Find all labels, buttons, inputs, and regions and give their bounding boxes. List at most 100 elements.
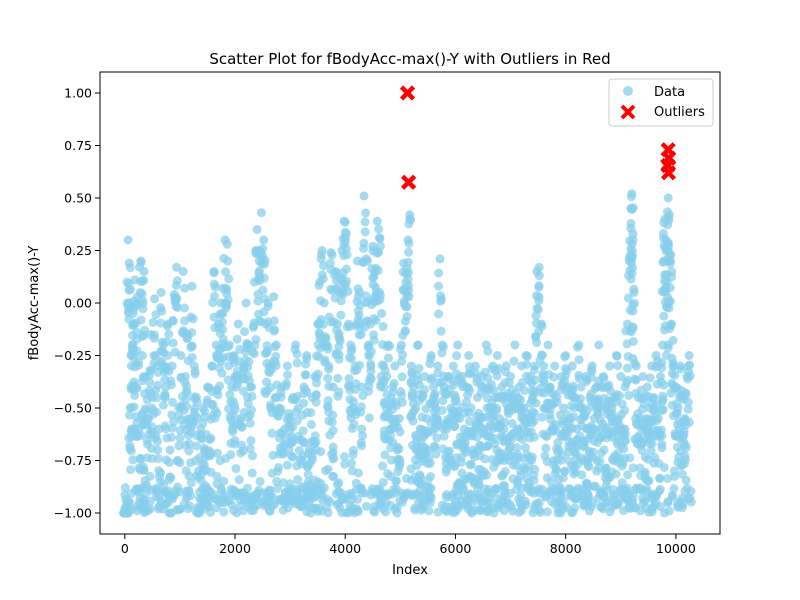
data-point xyxy=(665,256,675,266)
data-point-background xyxy=(310,431,320,441)
data-point-background xyxy=(514,494,524,504)
data-point-background xyxy=(628,463,638,473)
data-point-background xyxy=(509,356,519,366)
data-point xyxy=(497,382,507,392)
data-point xyxy=(450,393,460,402)
data-point-background xyxy=(547,484,557,494)
data-point-background xyxy=(402,292,412,302)
data-point-background xyxy=(404,247,414,257)
data-point-background xyxy=(375,294,385,304)
data-point xyxy=(299,382,309,392)
data-point xyxy=(143,414,153,423)
data-point xyxy=(150,294,160,304)
data-point-background xyxy=(437,500,447,510)
data-point-background xyxy=(126,465,136,475)
data-point-background xyxy=(668,335,678,345)
data-point xyxy=(233,319,243,329)
data-point-background xyxy=(179,303,189,313)
data-point-background xyxy=(297,489,307,499)
data-point-background xyxy=(429,391,439,401)
data-point xyxy=(126,361,136,371)
data-point xyxy=(123,235,133,245)
data-point-background xyxy=(657,439,667,449)
data-point-background xyxy=(533,305,543,315)
data-point-background xyxy=(246,405,256,415)
data-point-background xyxy=(464,416,474,426)
data-point xyxy=(388,382,398,392)
data-point-background xyxy=(658,391,668,401)
data-point-background xyxy=(156,468,166,478)
data-point-background xyxy=(441,467,451,477)
data-point-background xyxy=(212,408,222,418)
data-point-background xyxy=(479,467,489,477)
data-point-background xyxy=(558,473,568,483)
data-point-background xyxy=(249,349,259,359)
data-point-background xyxy=(507,430,517,440)
data-point-background xyxy=(142,483,152,493)
data-point xyxy=(503,403,513,413)
data-point xyxy=(132,292,142,302)
data-point xyxy=(310,372,320,381)
data-point xyxy=(377,309,387,318)
data-point-background xyxy=(584,506,594,516)
y-tick-label: −0.50 xyxy=(54,401,92,416)
data-point-background xyxy=(432,433,442,443)
data-point-background xyxy=(537,412,547,422)
data-point-background xyxy=(391,476,401,486)
data-point xyxy=(401,269,411,279)
data-point-background xyxy=(624,390,634,400)
data-point-background xyxy=(321,466,331,476)
ticks-layer: 0 2000 4000 6000 8000 10000 −1.00 −0.75 −0.50 −0.… xyxy=(54,86,696,557)
data-point xyxy=(361,254,371,264)
data-point-background xyxy=(138,304,148,314)
data-point-background xyxy=(328,426,338,436)
data-point-background xyxy=(311,351,321,361)
data-point-background xyxy=(226,450,236,460)
data-point xyxy=(307,393,317,402)
data-point-background xyxy=(278,478,288,488)
data-point-background xyxy=(564,484,574,494)
data-point xyxy=(651,351,661,360)
data-point xyxy=(249,277,259,287)
data-point-background xyxy=(135,493,145,503)
data-point-background xyxy=(527,455,537,465)
data-point-background xyxy=(125,444,135,454)
data-point xyxy=(254,256,264,266)
data-point-background xyxy=(336,310,346,320)
data-point-background xyxy=(449,462,459,472)
data-point xyxy=(209,267,219,276)
data-point xyxy=(424,445,434,455)
data-point-background xyxy=(626,218,636,228)
y-tick-label: 0.00 xyxy=(64,296,92,311)
data-point-background xyxy=(622,363,632,373)
data-point xyxy=(570,393,580,402)
data-point-background xyxy=(508,506,518,516)
data-point xyxy=(178,267,188,276)
data-point xyxy=(350,361,360,371)
data-point-background xyxy=(667,267,677,277)
data-point xyxy=(594,340,604,350)
data-point xyxy=(446,403,456,413)
data-point-background xyxy=(186,312,196,322)
data-point xyxy=(163,319,173,329)
data-point-background xyxy=(165,472,175,482)
data-point xyxy=(280,424,290,434)
data-point-background xyxy=(292,358,302,368)
data-point-background xyxy=(498,481,508,491)
data-point xyxy=(131,382,141,392)
y-tick-label: −0.75 xyxy=(54,453,92,468)
data-point xyxy=(359,191,369,201)
data-point xyxy=(437,340,447,350)
data-point xyxy=(501,361,511,371)
data-point-background xyxy=(530,408,540,418)
data-point-background xyxy=(423,482,433,492)
data-point xyxy=(662,277,672,287)
data-point-background xyxy=(340,459,350,469)
data-point xyxy=(200,445,210,455)
data-point-background xyxy=(396,387,406,397)
data-point xyxy=(628,229,638,239)
data-point xyxy=(277,382,287,392)
data-point-background xyxy=(306,408,316,418)
data-point-background xyxy=(458,482,468,492)
